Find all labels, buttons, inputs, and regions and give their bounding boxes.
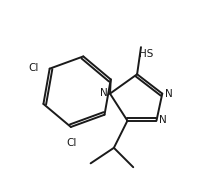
Text: N: N — [159, 115, 167, 125]
Text: Cl: Cl — [29, 63, 39, 73]
Text: N: N — [165, 89, 173, 99]
Text: N: N — [100, 88, 108, 98]
Text: HS: HS — [139, 49, 153, 59]
Text: Cl: Cl — [67, 138, 77, 148]
